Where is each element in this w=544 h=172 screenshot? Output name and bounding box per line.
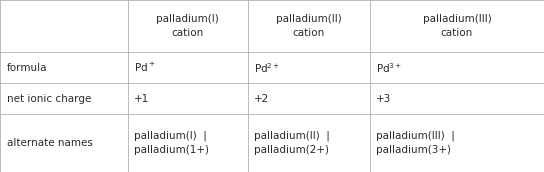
Text: net ionic charge: net ionic charge: [7, 94, 91, 104]
Text: +3: +3: [376, 94, 392, 104]
Text: Pd$^+$: Pd$^+$: [134, 61, 156, 74]
Text: Pd$^{3+}$: Pd$^{3+}$: [376, 61, 403, 75]
Text: palladium(II)  |
palladium(2+): palladium(II) | palladium(2+): [254, 131, 330, 155]
Text: palladium(II)
cation: palladium(II) cation: [276, 14, 342, 38]
Text: +2: +2: [254, 94, 269, 104]
Text: palladium(I)  |
palladium(1+): palladium(I) | palladium(1+): [134, 131, 209, 155]
Text: Pd$^{2+}$: Pd$^{2+}$: [254, 61, 280, 75]
Text: palladium(III)
cation: palladium(III) cation: [423, 14, 491, 38]
Text: alternate names: alternate names: [7, 138, 92, 148]
Text: formula: formula: [7, 63, 47, 73]
Text: palladium(I)
cation: palladium(I) cation: [156, 14, 219, 38]
Text: palladium(III)  |
palladium(3+): palladium(III) | palladium(3+): [376, 131, 455, 155]
Text: +1: +1: [134, 94, 150, 104]
